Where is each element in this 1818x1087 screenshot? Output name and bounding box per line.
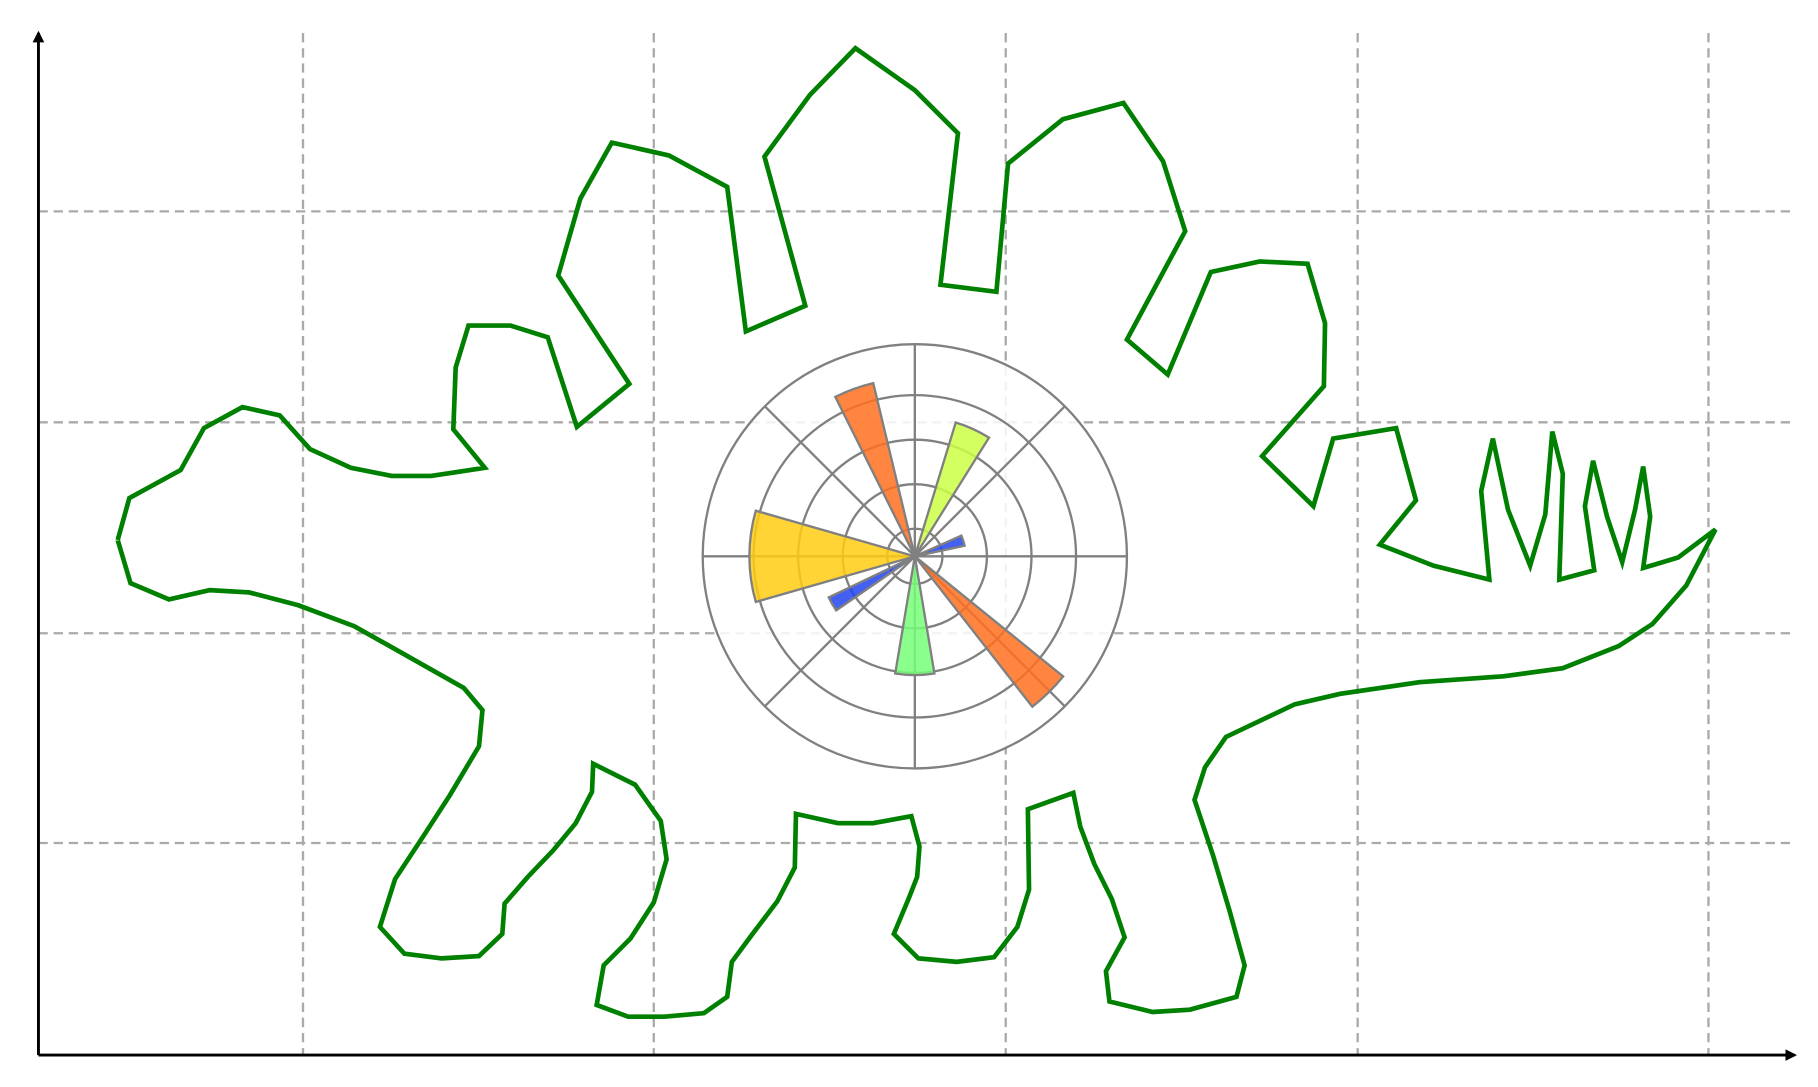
polar-bar bbox=[748, 509, 920, 604]
polar-bar bbox=[914, 534, 967, 558]
grid bbox=[38, 33, 1795, 1056]
polar-frame bbox=[701, 343, 1129, 770]
polar-bar bbox=[913, 555, 1065, 709]
outline-line bbox=[115, 45, 1718, 1019]
polar-spoke bbox=[914, 405, 1066, 558]
polar-inset bbox=[701, 343, 1129, 770]
plot-area bbox=[115, 45, 1718, 1019]
polar-bar bbox=[893, 556, 936, 677]
polar-spoke bbox=[764, 405, 916, 558]
polar-bar bbox=[913, 420, 991, 557]
polar-spoke bbox=[764, 555, 916, 708]
polar-bar bbox=[827, 555, 916, 613]
polar-bar bbox=[833, 381, 916, 557]
